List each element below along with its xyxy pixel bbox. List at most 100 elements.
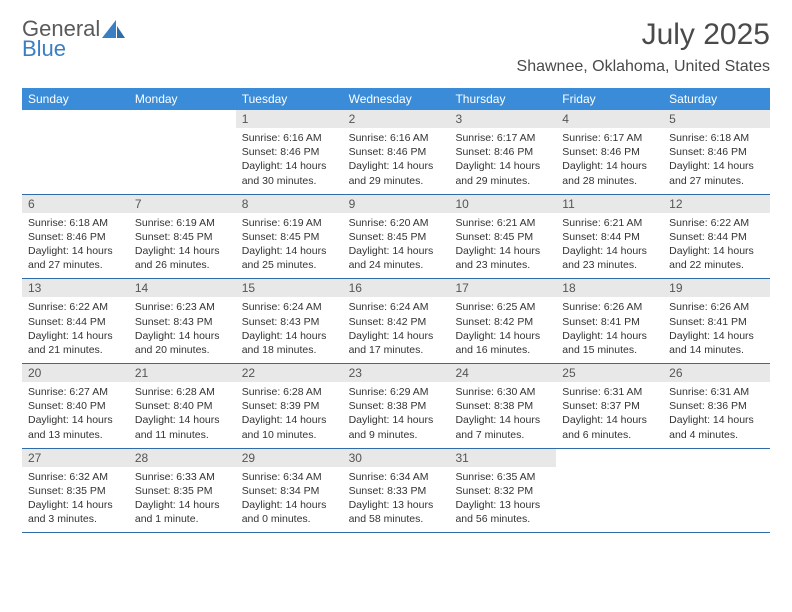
day-body: Sunrise: 6:19 AMSunset: 8:45 PMDaylight:… xyxy=(236,213,343,279)
day-line: Sunset: 8:33 PM xyxy=(349,484,444,498)
day-number: 10 xyxy=(449,195,556,213)
weekday-header: Saturday xyxy=(663,88,770,110)
day-line: Sunrise: 6:31 AM xyxy=(669,385,764,399)
day-line: Daylight: 14 hours and 29 minutes. xyxy=(455,159,550,187)
day-cell: 7 Sunrise: 6:19 AMSunset: 8:45 PMDaylight… xyxy=(129,195,236,279)
day-number: 4 xyxy=(556,110,663,128)
day-cell xyxy=(129,110,236,194)
day-line: Sunset: 8:46 PM xyxy=(242,145,337,159)
day-line: Sunset: 8:38 PM xyxy=(349,399,444,413)
day-body: Sunrise: 6:21 AMSunset: 8:44 PMDaylight:… xyxy=(556,213,663,279)
week-row: 1Sunrise: 6:16 AMSunset: 8:46 PMDaylight… xyxy=(22,110,770,195)
day-line: Sunset: 8:45 PM xyxy=(135,230,230,244)
day-number: 19 xyxy=(663,279,770,297)
day-line: Daylight: 14 hours and 4 minutes. xyxy=(669,413,764,441)
day-body: Sunrise: 6:16 AMSunset: 8:46 PMDaylight:… xyxy=(343,128,450,194)
day-line: Sunset: 8:35 PM xyxy=(135,484,230,498)
day-number: 1 xyxy=(236,110,343,128)
day-line: Sunset: 8:46 PM xyxy=(28,230,123,244)
day-number: 25 xyxy=(556,364,663,382)
day-number: 18 xyxy=(556,279,663,297)
day-line: Sunrise: 6:17 AM xyxy=(455,131,550,145)
day-body: Sunrise: 6:20 AMSunset: 8:45 PMDaylight:… xyxy=(343,213,450,279)
day-number: 14 xyxy=(129,279,236,297)
day-body: Sunrise: 6:33 AMSunset: 8:35 PMDaylight:… xyxy=(129,467,236,533)
day-line: Sunset: 8:44 PM xyxy=(28,315,123,329)
day-line: Sunset: 8:46 PM xyxy=(349,145,444,159)
day-body: Sunrise: 6:26 AMSunset: 8:41 PMDaylight:… xyxy=(556,297,663,363)
day-number: 11 xyxy=(556,195,663,213)
day-cell: 2Sunrise: 6:16 AMSunset: 8:46 PMDaylight… xyxy=(343,110,450,194)
day-line: Sunset: 8:44 PM xyxy=(562,230,657,244)
day-line: Daylight: 14 hours and 17 minutes. xyxy=(349,329,444,357)
day-line: Sunset: 8:43 PM xyxy=(135,315,230,329)
day-body: Sunrise: 6:35 AMSunset: 8:32 PMDaylight:… xyxy=(449,467,556,533)
day-number: 15 xyxy=(236,279,343,297)
week-row: 27Sunrise: 6:32 AMSunset: 8:35 PMDayligh… xyxy=(22,449,770,534)
weekday-header-row: SundayMondayTuesdayWednesdayThursdayFrid… xyxy=(22,88,770,110)
day-line: Daylight: 14 hours and 11 minutes. xyxy=(135,413,230,441)
day-line: Sunrise: 6:26 AM xyxy=(669,300,764,314)
day-body: Sunrise: 6:22 AMSunset: 8:44 PMDaylight:… xyxy=(22,297,129,363)
day-number: 7 xyxy=(129,195,236,213)
day-number: 30 xyxy=(343,449,450,467)
day-body: Sunrise: 6:24 AMSunset: 8:43 PMDaylight:… xyxy=(236,297,343,363)
weekday-header: Friday xyxy=(556,88,663,110)
day-cell: 6Sunrise: 6:18 AMSunset: 8:46 PMDaylight… xyxy=(22,195,129,279)
day-line: Sunset: 8:45 PM xyxy=(455,230,550,244)
day-number: 9 xyxy=(343,195,450,213)
day-line: Daylight: 14 hours and 26 minutes. xyxy=(135,244,230,272)
day-body: Sunrise: 6:25 AMSunset: 8:42 PMDaylight:… xyxy=(449,297,556,363)
logo-text-blue: Blue xyxy=(22,38,100,60)
day-line: Sunrise: 6:28 AM xyxy=(242,385,337,399)
day-line: Daylight: 14 hours and 24 minutes. xyxy=(349,244,444,272)
weekday-header: Wednesday xyxy=(343,88,450,110)
day-line: Daylight: 14 hours and 7 minutes. xyxy=(455,413,550,441)
day-cell: 25Sunrise: 6:31 AMSunset: 8:37 PMDayligh… xyxy=(556,364,663,448)
day-line: Sunrise: 6:19 AM xyxy=(135,216,230,230)
day-cell: 27Sunrise: 6:32 AMSunset: 8:35 PMDayligh… xyxy=(22,449,129,533)
day-cell: 21Sunrise: 6:28 AMSunset: 8:40 PMDayligh… xyxy=(129,364,236,448)
weekday-header: Tuesday xyxy=(236,88,343,110)
day-line: Sunrise: 6:34 AM xyxy=(349,470,444,484)
day-line: Sunset: 8:46 PM xyxy=(562,145,657,159)
day-line: Daylight: 14 hours and 20 minutes. xyxy=(135,329,230,357)
day-line: Sunrise: 6:16 AM xyxy=(349,131,444,145)
day-line: Sunrise: 6:18 AM xyxy=(669,131,764,145)
logo-sail-icon xyxy=(102,20,126,47)
day-number: 22 xyxy=(236,364,343,382)
weekday-header: Monday xyxy=(129,88,236,110)
day-line: Sunset: 8:43 PM xyxy=(242,315,337,329)
day-body: Sunrise: 6:31 AMSunset: 8:37 PMDaylight:… xyxy=(556,382,663,448)
day-line: Sunrise: 6:17 AM xyxy=(562,131,657,145)
day-line: Sunset: 8:32 PM xyxy=(455,484,550,498)
day-line: Daylight: 14 hours and 18 minutes. xyxy=(242,329,337,357)
day-line: Daylight: 14 hours and 16 minutes. xyxy=(455,329,550,357)
day-line: Sunrise: 6:28 AM xyxy=(135,385,230,399)
day-line: Daylight: 14 hours and 14 minutes. xyxy=(669,329,764,357)
day-line: Sunset: 8:37 PM xyxy=(562,399,657,413)
day-line: Daylight: 14 hours and 29 minutes. xyxy=(349,159,444,187)
day-line: Daylight: 14 hours and 28 minutes. xyxy=(562,159,657,187)
day-cell: 1Sunrise: 6:16 AMSunset: 8:46 PMDaylight… xyxy=(236,110,343,194)
day-line: Daylight: 14 hours and 10 minutes. xyxy=(242,413,337,441)
day-cell: 24Sunrise: 6:30 AMSunset: 8:38 PMDayligh… xyxy=(449,364,556,448)
day-cell: 28Sunrise: 6:33 AMSunset: 8:35 PMDayligh… xyxy=(129,449,236,533)
day-line: Sunset: 8:46 PM xyxy=(455,145,550,159)
day-cell: 4 Sunrise: 6:17 AMSunset: 8:46 PMDaylight… xyxy=(556,110,663,194)
day-cell: 10Sunrise: 6:21 AMSunset: 8:45 PMDayligh… xyxy=(449,195,556,279)
day-line: Sunset: 8:39 PM xyxy=(242,399,337,413)
calendar: SundayMondayTuesdayWednesdayThursdayFrid… xyxy=(0,80,792,533)
day-cell: 19Sunrise: 6:26 AMSunset: 8:41 PMDayligh… xyxy=(663,279,770,363)
day-cell: 8Sunrise: 6:19 AMSunset: 8:45 PMDaylight… xyxy=(236,195,343,279)
day-line: Sunset: 8:40 PM xyxy=(28,399,123,413)
logo-text: General Blue xyxy=(22,18,100,60)
day-body: Sunrise: 6:22 AMSunset: 8:44 PMDaylight:… xyxy=(663,213,770,279)
day-cell: 13Sunrise: 6:22 AMSunset: 8:44 PMDayligh… xyxy=(22,279,129,363)
day-body: Sunrise: 6:18 AMSunset: 8:46 PMDaylight:… xyxy=(663,128,770,194)
day-number: 21 xyxy=(129,364,236,382)
day-line: Sunset: 8:46 PM xyxy=(669,145,764,159)
day-line: Daylight: 14 hours and 27 minutes. xyxy=(28,244,123,272)
day-cell: 18Sunrise: 6:26 AMSunset: 8:41 PMDayligh… xyxy=(556,279,663,363)
month-title: July 2025 xyxy=(517,18,770,52)
